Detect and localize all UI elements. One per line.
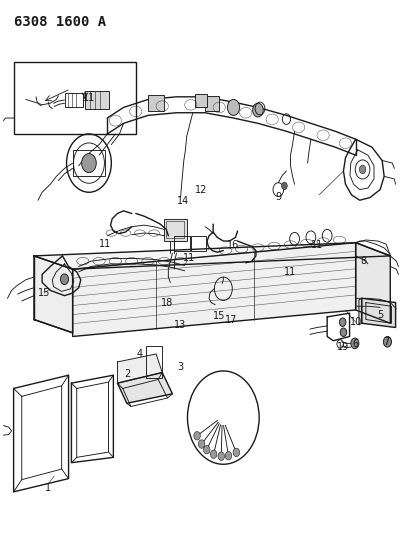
Text: 4: 4 <box>137 349 143 359</box>
Text: 18: 18 <box>161 297 173 308</box>
Text: 16: 16 <box>227 240 239 251</box>
Text: 12: 12 <box>194 184 207 195</box>
Bar <box>174 236 189 251</box>
Text: 1: 1 <box>45 483 51 493</box>
Text: 11: 11 <box>284 267 296 277</box>
Bar <box>72 150 105 176</box>
Circle shape <box>60 274 68 285</box>
Text: 6308 1600 A: 6308 1600 A <box>13 14 106 29</box>
Circle shape <box>233 448 239 457</box>
Bar <box>146 346 162 378</box>
Text: 3: 3 <box>177 362 183 372</box>
Circle shape <box>382 336 391 347</box>
Text: 5: 5 <box>376 310 382 320</box>
Circle shape <box>81 154 96 173</box>
Bar <box>194 94 207 108</box>
Bar <box>64 93 83 108</box>
Bar <box>85 91 109 109</box>
Circle shape <box>203 446 209 454</box>
Text: 6: 6 <box>352 340 358 350</box>
Text: 11: 11 <box>310 240 322 251</box>
Text: 19: 19 <box>336 342 348 352</box>
Text: 8: 8 <box>360 256 366 266</box>
Text: 14: 14 <box>176 196 188 206</box>
Polygon shape <box>117 354 162 383</box>
Bar <box>190 236 206 251</box>
Circle shape <box>225 451 231 460</box>
Polygon shape <box>34 243 389 269</box>
Circle shape <box>358 165 365 174</box>
Circle shape <box>281 182 287 190</box>
Text: 11: 11 <box>182 253 194 263</box>
Polygon shape <box>355 243 389 323</box>
Circle shape <box>198 440 204 448</box>
Text: 11: 11 <box>99 239 111 249</box>
Bar <box>148 95 164 111</box>
Circle shape <box>252 103 263 117</box>
Text: 2: 2 <box>124 369 130 378</box>
Text: 17: 17 <box>225 314 237 325</box>
Circle shape <box>339 318 345 326</box>
Text: 7: 7 <box>382 337 389 347</box>
Bar <box>13 62 135 134</box>
Circle shape <box>210 450 216 458</box>
Text: 15: 15 <box>38 288 50 298</box>
Circle shape <box>193 432 200 440</box>
Circle shape <box>218 452 224 461</box>
Text: 13: 13 <box>174 320 186 330</box>
Polygon shape <box>358 298 361 325</box>
Circle shape <box>339 328 346 336</box>
Polygon shape <box>117 373 172 403</box>
Circle shape <box>350 338 358 349</box>
Text: 10: 10 <box>349 317 361 327</box>
Polygon shape <box>34 256 72 333</box>
Text: 9: 9 <box>274 191 281 201</box>
Bar <box>204 96 219 111</box>
Circle shape <box>227 100 239 115</box>
Bar <box>166 221 184 238</box>
Polygon shape <box>361 298 395 327</box>
Bar <box>164 219 186 241</box>
Text: 15: 15 <box>213 311 225 321</box>
Text: 11: 11 <box>83 93 95 103</box>
Polygon shape <box>72 243 355 336</box>
